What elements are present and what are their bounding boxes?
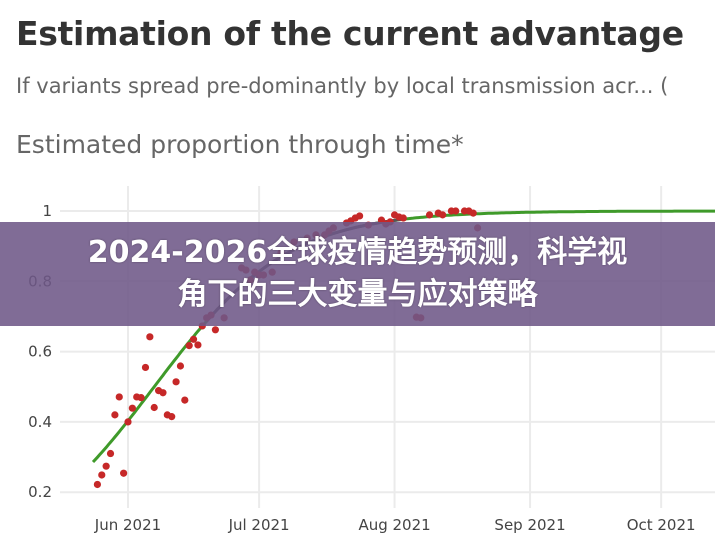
- x-axis-ticks: Jun 2021 Jul 2021 Aug 2021 Sep 2021 Oct 2021: [94, 516, 696, 534]
- data-point: [399, 214, 407, 222]
- data-point: [181, 396, 189, 404]
- subtitle: If variants spread pre-dominantly by loc…: [16, 74, 668, 98]
- x-tick-label: Sep 2021: [494, 516, 565, 534]
- data-point: [172, 378, 180, 386]
- data-point: [176, 362, 185, 370]
- x-tick-label: Aug 2021: [358, 516, 430, 534]
- x-tick-label: Oct 2021: [627, 516, 696, 534]
- data-point: [189, 335, 198, 343]
- data-point: [452, 207, 460, 215]
- x-tick-label: Jul 2021: [228, 516, 290, 534]
- y-tick-label: 1: [42, 202, 52, 220]
- data-point: [150, 403, 158, 412]
- data-point: [425, 211, 434, 219]
- subtitle-text: If variants spread pre-dominantly by loc…: [16, 74, 654, 98]
- overlay-banner: 2024-2026全球疫情趋势预测，科学视 角下的三大变量与应对策略: [0, 222, 715, 326]
- y-tick-label: 0.6: [28, 343, 52, 361]
- data-point: [120, 469, 128, 477]
- data-point: [102, 462, 110, 470]
- data-point: [98, 471, 106, 479]
- banner-line-2: 角下的三大变量与应对策略: [177, 277, 538, 312]
- data-point: [159, 389, 167, 397]
- data-point: [128, 404, 136, 412]
- y-tick-label: 0.4: [28, 413, 52, 431]
- data-point: [124, 418, 132, 426]
- data-point: [469, 209, 477, 217]
- data-point: [137, 394, 145, 402]
- data-point: [115, 393, 123, 401]
- more-info-link[interactable]: (: [660, 74, 669, 98]
- data-point: [141, 363, 150, 372]
- data-point: [185, 342, 193, 350]
- section-title: Estimated proportion through time*: [16, 130, 464, 159]
- data-point: [168, 413, 176, 421]
- page-title: Estimation of the current advantage: [16, 14, 684, 53]
- x-tick-label: Jun 2021: [94, 516, 161, 534]
- data-point: [439, 211, 447, 219]
- data-point: [93, 480, 102, 489]
- data-point: [356, 212, 364, 220]
- data-point: [211, 326, 219, 334]
- data-point: [194, 341, 202, 349]
- banner-line-1: 2024-2026全球疫情趋势预测，科学视: [87, 235, 628, 270]
- data-point: [106, 449, 115, 458]
- y-tick-label: 0.2: [28, 483, 52, 501]
- data-point: [111, 411, 119, 419]
- data-point: [146, 333, 154, 341]
